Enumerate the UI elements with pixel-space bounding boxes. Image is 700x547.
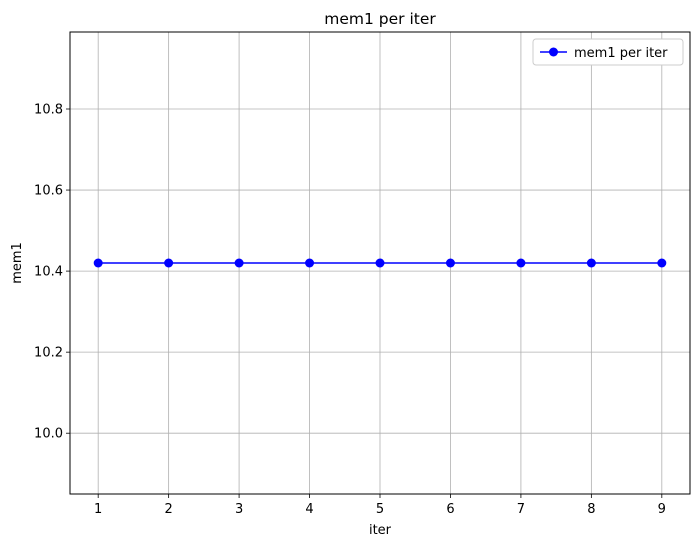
x-tick-label: 8 xyxy=(587,502,595,517)
data-point xyxy=(305,258,315,268)
data-point xyxy=(516,258,526,268)
legend: mem1 per iter xyxy=(532,38,684,66)
chart-title: mem1 per iter xyxy=(324,10,436,28)
y-tick-label: 10.8 xyxy=(34,103,63,118)
data-point xyxy=(234,258,244,268)
data-point xyxy=(375,258,385,268)
data-point xyxy=(93,258,103,268)
y-axis-label: mem1 xyxy=(10,242,25,284)
x-tick-label: 1 xyxy=(94,502,102,517)
y-tick-label: 10.6 xyxy=(34,184,63,199)
data-point xyxy=(586,258,596,268)
y-tick-label: 10.0 xyxy=(34,427,63,442)
x-tick-label: 7 xyxy=(517,502,525,517)
y-axis: 10.0 10.2 10.4 10.6 10.8 xyxy=(34,103,70,442)
series-layer xyxy=(93,258,667,268)
x-tick-label: 6 xyxy=(446,502,454,517)
legend-marker xyxy=(549,47,558,57)
data-point xyxy=(445,258,455,268)
x-tick-label: 3 xyxy=(235,502,243,517)
legend-box xyxy=(532,38,684,66)
x-axis-label: iter xyxy=(369,523,392,538)
x-tick-label: 9 xyxy=(658,502,666,517)
x-axis: 1 2 3 4 5 6 7 8 9 xyxy=(94,494,666,517)
y-tick-label: 10.4 xyxy=(34,265,63,280)
data-point xyxy=(657,258,667,268)
x-tick-label: 2 xyxy=(164,502,172,517)
data-point xyxy=(164,258,174,268)
legend-label: mem1 per iter xyxy=(574,46,668,61)
y-tick-label: 10.2 xyxy=(34,346,63,361)
x-tick-label: 4 xyxy=(305,502,313,517)
x-tick-label: 5 xyxy=(376,502,384,517)
